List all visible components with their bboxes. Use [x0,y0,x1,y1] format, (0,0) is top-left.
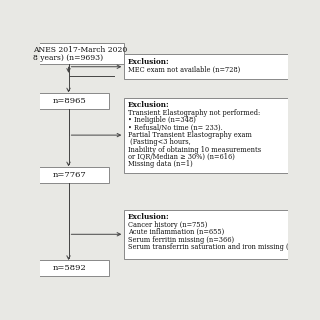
Text: Missing data (n=1): Missing data (n=1) [128,160,193,168]
Text: • Ineligible (n=348): • Ineligible (n=348) [128,116,196,124]
Text: Cancer history (n=755): Cancer history (n=755) [128,221,207,229]
Text: n=8965: n=8965 [53,97,87,105]
Text: Transient Elastography not performed:: Transient Elastography not performed: [128,108,260,116]
FancyBboxPatch shape [30,43,124,64]
Text: • Refusal/No time (n= 233).: • Refusal/No time (n= 233). [128,124,223,132]
Text: Partial Transient Elastography exam: Partial Transient Elastography exam [128,131,252,139]
FancyBboxPatch shape [30,92,109,108]
FancyBboxPatch shape [124,210,288,259]
Text: 8 years) (n=9693): 8 years) (n=9693) [33,54,103,62]
Text: Exclusion:: Exclusion: [128,58,170,66]
Text: n=7767: n=7767 [53,171,87,179]
Text: Inability of obtaining 10 measurements: Inability of obtaining 10 measurements [128,146,261,154]
FancyBboxPatch shape [124,54,288,79]
Text: Serum transferrin saturation and iron missing (n...: Serum transferrin saturation and iron mi… [128,243,299,251]
Text: ANES 2017-March 2020: ANES 2017-March 2020 [33,46,127,54]
Text: MEC exam not available (n=728): MEC exam not available (n=728) [128,66,240,74]
Text: Acute inflammation (n=655): Acute inflammation (n=655) [128,228,224,236]
Text: or IQR/Median ≥ 30%) (n=616): or IQR/Median ≥ 30%) (n=616) [128,153,235,161]
Text: Exclusion:: Exclusion: [128,101,170,109]
Text: Exclusion:: Exclusion: [128,213,170,221]
FancyBboxPatch shape [124,98,288,173]
FancyBboxPatch shape [30,260,109,276]
Text: (Fasting<3 hours,: (Fasting<3 hours, [128,138,191,146]
FancyBboxPatch shape [30,166,109,182]
Text: n=5892: n=5892 [53,264,87,272]
Text: Serum ferritin missing (n=366): Serum ferritin missing (n=366) [128,236,234,244]
